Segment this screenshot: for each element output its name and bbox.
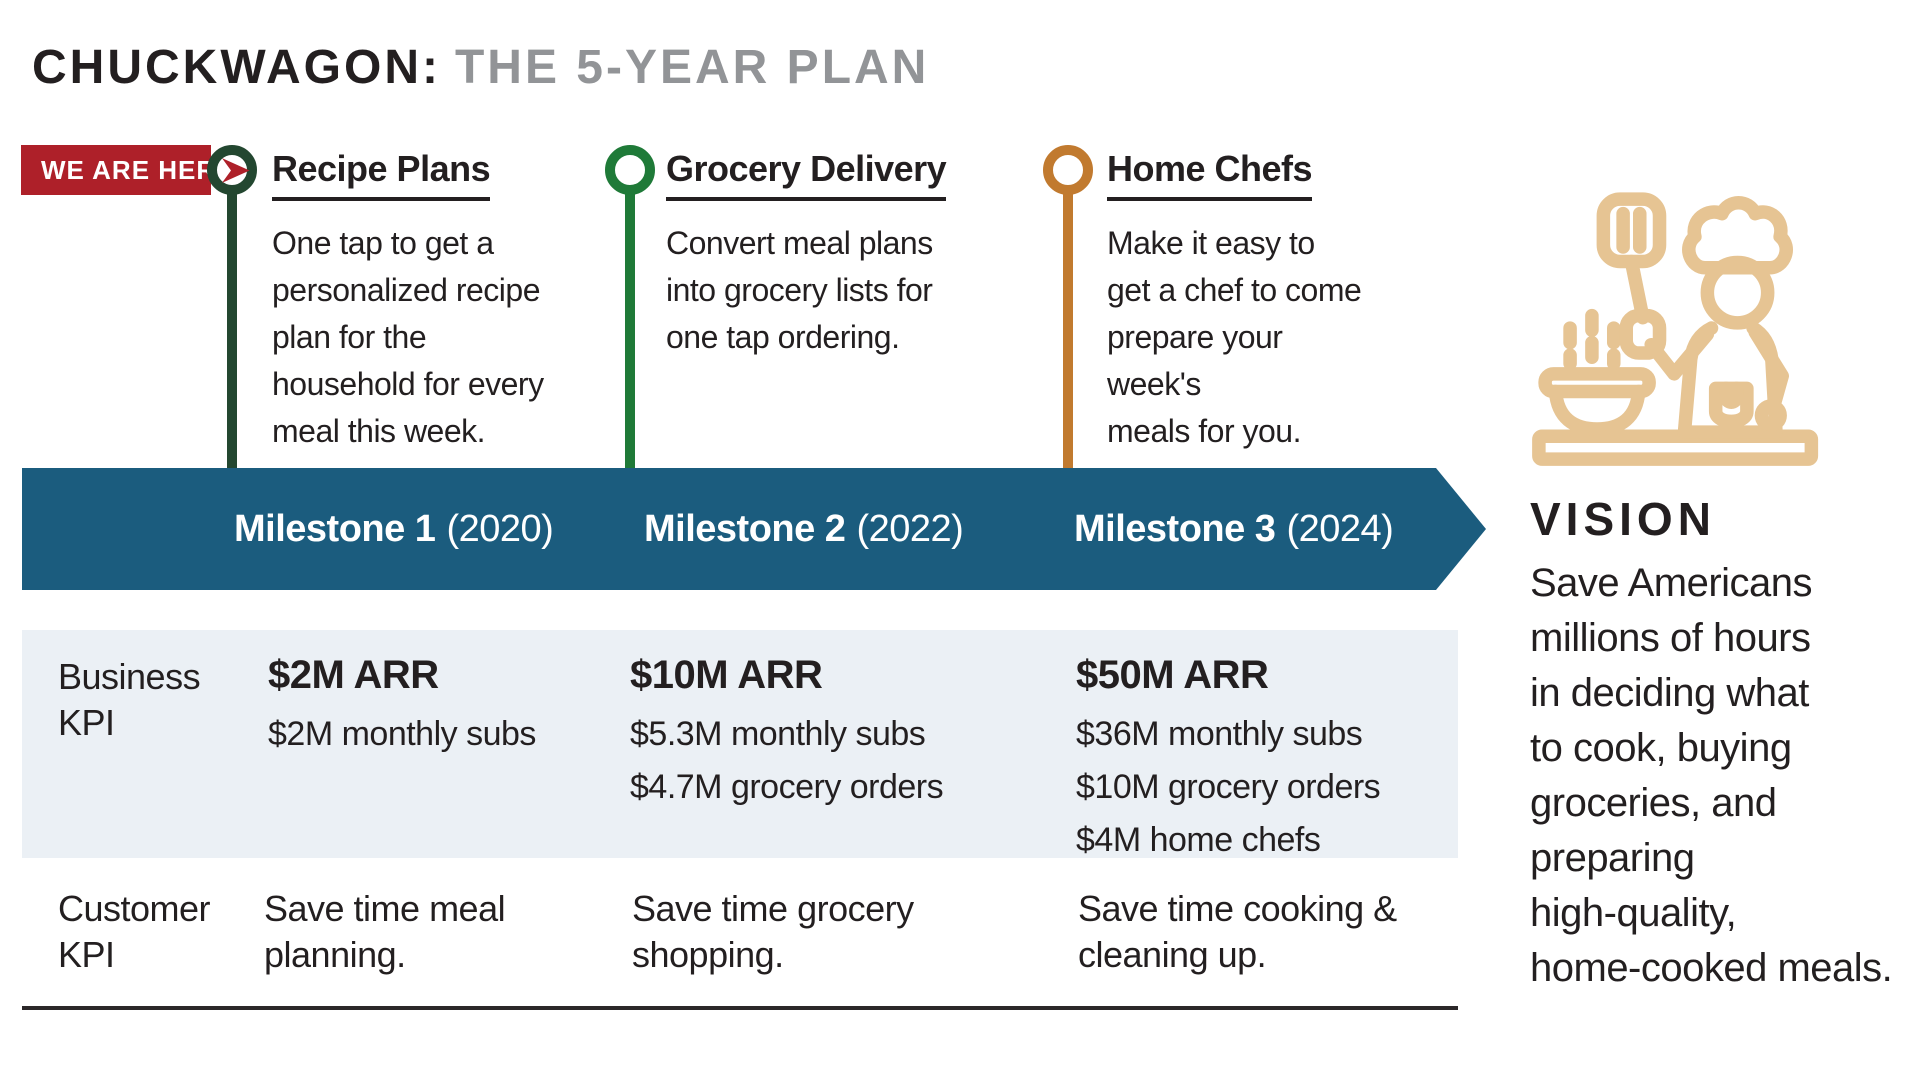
column-description-recipe-plans: One tap to get a personalized recipe pla…	[272, 225, 544, 449]
timeline-stem-2	[625, 190, 635, 468]
kpi-details: $36M monthly subs $10M grocery orders $4…	[1076, 715, 1381, 859]
column-heading-recipe-plans: Recipe Plans	[272, 148, 491, 201]
kpi-details: $5.3M monthly subs $4.7M grocery orders	[630, 715, 944, 806]
we-are-here-arrow-icon	[222, 158, 250, 183]
column-description-grocery-delivery: Convert meal plans into grocery lists fo…	[666, 225, 933, 355]
timeline-stem-1	[227, 190, 237, 468]
business-kpi-milestone-1: $2M ARR $2M monthly subs	[268, 652, 536, 761]
kpi-headline: $50M ARR	[1076, 653, 1269, 697]
kpi-headline: $10M ARR	[630, 653, 823, 697]
page-title: CHUCKWAGON: THE 5-YEAR PLAN	[32, 40, 929, 95]
milestone-1-label: Milestone 1 (2020)	[234, 507, 554, 550]
milestone-circle-icon-1	[207, 145, 257, 195]
customer-kpi-row-label: Customer KPI	[58, 888, 211, 975]
chef-cooking-icon	[1516, 170, 1828, 482]
column-heading-grocery-delivery: Grocery Delivery	[666, 148, 947, 201]
kpi-details: $2M monthly subs	[268, 715, 536, 753]
vision-heading: VISION	[1530, 493, 1716, 545]
timeline-stem-3	[1063, 190, 1073, 468]
timeline-arrow-banner: Milestone 1 (2020) Milestone 2 (2022) Mile…	[22, 468, 1486, 590]
column-description-home-chefs: Make it easy to get a chef to come prepa…	[1107, 225, 1362, 449]
vision-body-text: Save Americans millions of hours in deci…	[1530, 561, 1893, 990]
business-kpi-row-label: Business KPI	[58, 656, 201, 743]
customer-kpi-milestone-1: Save time meal planning.	[264, 888, 506, 975]
kpi-headline: $2M ARR	[268, 653, 439, 697]
milestone-3-label: Milestone 3 (2024)	[1074, 507, 1394, 550]
business-kpi-milestone-3: $50M ARR $36M monthly subs $10M grocery …	[1076, 652, 1381, 867]
we-are-here-badge: WE ARE HERE	[21, 145, 234, 195]
customer-kpi-milestone-2: Save time grocery shopping.	[632, 888, 914, 975]
page-subtitle: THE 5-YEAR PLAN	[454, 41, 930, 94]
we-are-here-label: WE ARE HERE	[41, 155, 235, 185]
bottom-divider	[22, 1006, 1458, 1010]
milestone-circle-icon-3	[1043, 145, 1093, 195]
milestone-circle-icon-2	[605, 145, 655, 195]
column-heading-home-chefs: Home Chefs	[1107, 148, 1313, 201]
customer-kpi-milestone-3: Save time cooking & cleaning up.	[1078, 888, 1397, 975]
business-kpi-panel: Business KPI $2M ARR $2M monthly subs $1…	[22, 630, 1458, 859]
milestone-2-label: Milestone 2 (2022)	[644, 507, 964, 550]
business-kpi-milestone-2: $10M ARR $5.3M monthly subs $4.7M grocer…	[630, 652, 944, 814]
brand-name: CHUCKWAGON:	[32, 41, 441, 94]
